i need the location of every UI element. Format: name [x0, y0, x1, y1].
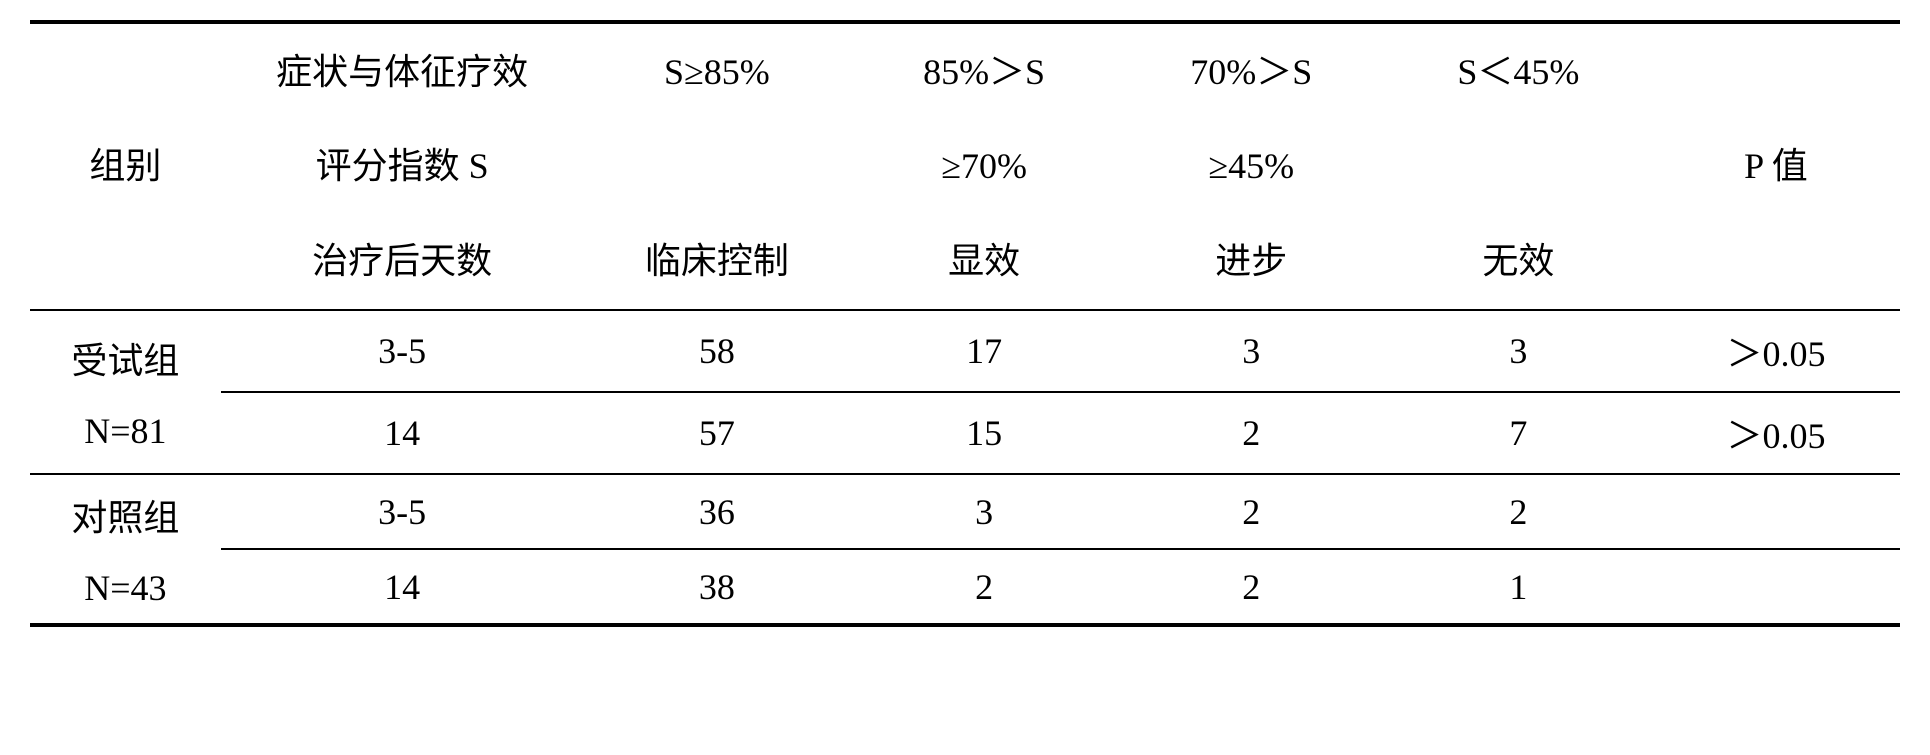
header-col3-line2: [712, 132, 721, 200]
group-label-cell: 受试组 N=81: [30, 310, 221, 474]
efficacy-table: 组别 症状与体征疗效 评分指数 S 治疗后天数 S≥85% 临床控制 85%＞S: [30, 20, 1900, 627]
table-row: 14 57 15 2 7 ＞0.05: [30, 392, 1900, 474]
cell-value: 36: [583, 474, 850, 549]
header-col2: 症状与体征疗效 评分指数 S 治疗后天数: [221, 22, 584, 310]
cell-p: ＞0.05: [1652, 392, 1900, 474]
group1-name: 受试组: [71, 332, 179, 384]
table-row: 受试组 N=81 3-5 58 17 3 3 ＞0.05: [30, 310, 1900, 392]
table-header-row: 组别 症状与体征疗效 评分指数 S 治疗后天数 S≥85% 临床控制 85%＞S: [30, 22, 1900, 310]
header-col4-line3: 显效: [948, 227, 1020, 295]
header-col2-line1: 症状与体征疗效: [276, 38, 528, 106]
header-col2-line3: 治疗后天数: [312, 227, 492, 295]
header-col5: 70%＞S ≥45% 进步: [1118, 22, 1385, 310]
cell-value: 7: [1385, 392, 1652, 474]
cell-value: 2: [1118, 474, 1385, 549]
header-col4: 85%＞S ≥70% 显效: [851, 22, 1118, 310]
cell-value: 2: [851, 549, 1118, 625]
header-col6-line3: 无效: [1482, 227, 1554, 295]
header-col6-line2: [1514, 132, 1523, 200]
cell-value: 15: [851, 392, 1118, 474]
cell-value: 17: [851, 310, 1118, 392]
cell-p: [1652, 549, 1900, 625]
cell-p: ＞0.05: [1652, 310, 1900, 392]
header-col5-line3: 进步: [1215, 227, 1287, 295]
cell-value: 3: [851, 474, 1118, 549]
table-row: 14 38 2 2 1: [30, 549, 1900, 625]
header-group: 组别: [30, 22, 221, 310]
header-col4-line2: ≥70%: [941, 132, 1027, 200]
header-col2-line2: 评分指数 S: [316, 132, 489, 200]
header-col7: P 值: [1652, 22, 1900, 310]
cell-days: 14: [221, 392, 584, 474]
group1-n: N=81: [84, 410, 166, 452]
header-col3: S≥85% 临床控制: [583, 22, 850, 310]
header-col3-line3: 临床控制: [645, 227, 789, 295]
header-group-label: 组别: [89, 146, 161, 186]
header-p-label: P 值: [1744, 146, 1808, 186]
cell-value: 3: [1118, 310, 1385, 392]
cell-value: 1: [1385, 549, 1652, 625]
cell-value: 2: [1385, 474, 1652, 549]
cell-days: 14: [221, 549, 584, 625]
cell-value: 2: [1118, 392, 1385, 474]
cell-value: 38: [583, 549, 850, 625]
cell-value: 57: [583, 392, 850, 474]
cell-value: 2: [1118, 549, 1385, 625]
table-row: 对照组 N=43 3-5 36 3 2 2: [30, 474, 1900, 549]
header-col3-line1: S≥85%: [664, 38, 770, 106]
header-col6-line1: S＜45%: [1457, 38, 1579, 106]
group2-name: 对照组: [71, 489, 179, 541]
group-label-cell: 对照组 N=43: [30, 474, 221, 625]
cell-days: 3-5: [221, 310, 584, 392]
header-col4-line1: 85%＞S: [923, 38, 1045, 106]
cell-p: [1652, 474, 1900, 549]
header-col5-line1: 70%＞S: [1190, 38, 1312, 106]
header-col5-line2: ≥45%: [1208, 132, 1294, 200]
group2-n: N=43: [84, 567, 166, 609]
header-col6: S＜45% 无效: [1385, 22, 1652, 310]
cell-value: 3: [1385, 310, 1652, 392]
cell-value: 58: [583, 310, 850, 392]
cell-days: 3-5: [221, 474, 584, 549]
